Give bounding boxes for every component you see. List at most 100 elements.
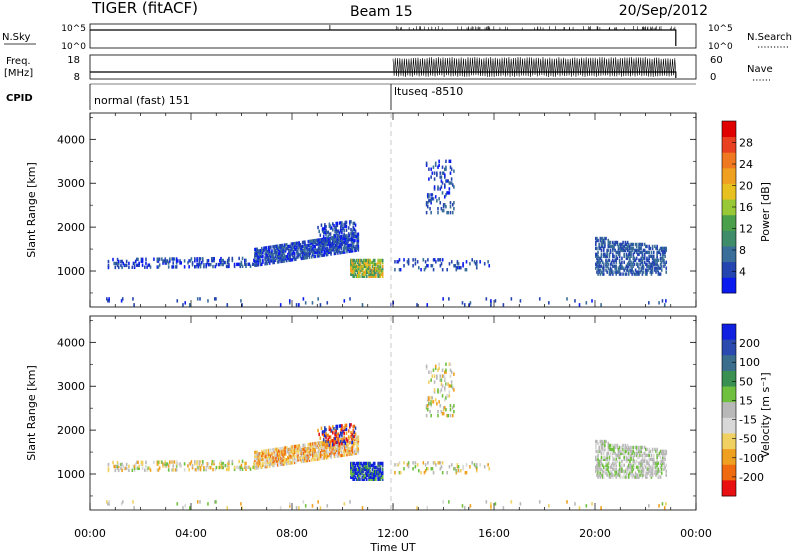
- colorbar-swatch: [722, 324, 736, 341]
- echo-cell: [262, 258, 264, 262]
- echo-cell: [337, 452, 339, 456]
- echo-cell: [157, 468, 160, 472]
- echo-cell: [289, 250, 291, 254]
- echo-cell: [344, 220, 347, 225]
- echo-cell: [297, 241, 299, 245]
- echo-cell: [138, 263, 140, 267]
- echo-cell: [307, 446, 310, 451]
- echo-cell: [288, 254, 290, 259]
- echo-cell: [180, 261, 182, 265]
- echo-cell: [268, 456, 271, 460]
- echo-cell: [360, 467, 362, 472]
- echo-cell: [454, 264, 456, 268]
- echo-cell: [619, 451, 622, 456]
- echo-cell: [662, 459, 664, 463]
- echo-cell: [380, 268, 383, 273]
- echo-cell: [597, 453, 599, 458]
- echo-cell: [254, 450, 256, 455]
- echo-cell: [598, 445, 601, 450]
- echo-cell: [279, 246, 281, 250]
- echo-cell: [337, 444, 339, 448]
- echo-cell: [146, 265, 148, 269]
- echo-cell: [337, 436, 340, 440]
- echo-cell: [321, 442, 324, 446]
- echo-cell: [600, 506, 602, 510]
- echo-cell: [228, 465, 230, 470]
- echo-cell: [599, 449, 602, 454]
- echo-cell: [277, 260, 280, 264]
- echo-cell: [602, 443, 605, 448]
- echo-cell: [381, 461, 384, 466]
- echo-cell: [643, 248, 646, 253]
- echo-cell: [265, 462, 268, 467]
- echo-cell: [248, 262, 251, 266]
- echo-cell: [262, 461, 264, 465]
- echo-cell: [439, 390, 442, 394]
- echo-cell: [381, 264, 384, 269]
- echo-cell: [639, 461, 641, 465]
- echo-cell: [304, 252, 306, 256]
- echo-cell: [642, 469, 645, 473]
- echo-cell: [256, 454, 258, 458]
- echo-cell: [350, 262, 352, 267]
- echo-cell: [381, 272, 384, 277]
- echo-cell: [605, 467, 607, 471]
- echo-cell: [455, 469, 458, 473]
- echo-cell: [375, 274, 377, 278]
- echo-cell: [174, 468, 177, 472]
- echo-cell: [624, 248, 627, 253]
- echo-cell: [219, 258, 221, 263]
- echo-cell: [633, 461, 636, 465]
- echo-cell: [333, 241, 336, 246]
- echo-cell: [256, 259, 258, 263]
- nsky-tick-top: 10^5: [61, 24, 86, 34]
- echo-cell: [354, 223, 357, 227]
- echo-cell: [316, 252, 319, 256]
- echo-cell: [624, 242, 627, 247]
- echo-cell: [359, 268, 361, 273]
- echo-cell: [335, 440, 338, 444]
- echo-cell: [117, 265, 120, 270]
- echo-cell: [656, 469, 658, 473]
- echo-cell: [157, 460, 160, 464]
- echo-cell: [274, 447, 277, 452]
- echo-cell: [597, 260, 599, 264]
- echo-cell: [308, 243, 311, 248]
- echo-cell: [265, 252, 268, 256]
- echo-cell: [189, 259, 192, 263]
- echo-cell: [363, 274, 366, 278]
- echo-cell: [273, 447, 276, 452]
- echo-cell: [456, 266, 459, 270]
- echo-cell: [356, 439, 358, 443]
- echo-cell: [272, 254, 274, 259]
- echo-cell: [591, 502, 593, 506]
- echo-cell: [314, 449, 316, 454]
- echo-cell: [658, 301, 660, 305]
- echo-cell: [314, 443, 316, 448]
- echo-cell: [222, 262, 225, 267]
- echo-cell: [456, 465, 459, 469]
- echo-cell: [641, 463, 644, 467]
- echo-cell: [350, 461, 352, 466]
- echo-cell: [370, 473, 373, 478]
- echo-cell: [627, 445, 630, 450]
- echo-cell: [595, 457, 597, 462]
- echo-cell: [625, 242, 628, 247]
- echo-cell: [182, 506, 184, 510]
- echo-cell: [627, 260, 630, 264]
- echo-cell: [397, 463, 400, 467]
- echo-cell: [309, 442, 312, 446]
- echo-cell: [412, 264, 414, 268]
- echo-cell: [338, 239, 341, 243]
- echo-cell: [449, 171, 452, 175]
- echo-cell: [658, 504, 660, 508]
- echo-cell: [639, 262, 641, 266]
- echo-cell: [380, 471, 383, 476]
- echo-cell: [650, 471, 653, 475]
- echo-cell: [647, 268, 649, 272]
- echo-cell: [273, 244, 276, 249]
- echo-cell: [448, 159, 451, 163]
- echo-cell: [637, 455, 639, 460]
- echo-cell: [375, 471, 377, 476]
- echo-cell: [233, 264, 236, 269]
